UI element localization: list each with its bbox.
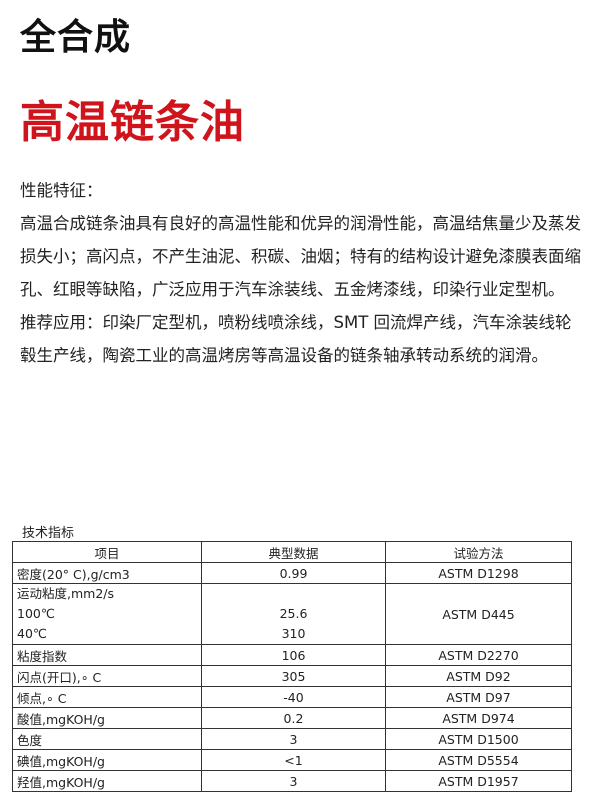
product-title: 高温链条油	[20, 97, 245, 148]
cell-item: 粘度指数	[12, 644, 202, 666]
viscosity-label: 运动粘度,mm2/s	[17, 586, 115, 601]
table-header-row: 项目 典型数据 试验方法	[12, 541, 572, 563]
cell-item: 运动粘度,mm2/s 100℃ 40℃	[12, 583, 202, 645]
features-heading: 性能特征：	[20, 181, 103, 200]
header-method: 试验方法	[385, 541, 572, 563]
table-row: 羟值,mgKOH/g 3 ASTM D1957	[12, 770, 572, 792]
cell-item: 色度	[12, 728, 202, 750]
table-row: 粘度指数 106 ASTM D2270	[12, 644, 572, 666]
cell-value: 106	[201, 644, 386, 666]
cell-value: 305	[201, 665, 386, 687]
table-row: 色度 3 ASTM D1500	[12, 728, 572, 750]
cell-item: 倾点,∘ C	[12, 686, 202, 708]
spec-table: 项目 典型数据 试验方法 密度(20° C),g/cm3 0.99 ASTM D…	[12, 541, 572, 792]
viscosity-100c-value: 25.6	[279, 606, 308, 621]
cell-method: ASTM D5554	[385, 749, 572, 771]
cell-method: ASTM D974	[385, 707, 572, 729]
cell-method: ASTM D2270	[385, 644, 572, 666]
table-row: 倾点,∘ C -40 ASTM D97	[12, 686, 572, 708]
table-row: 密度(20° C),g/cm3 0.99 ASTM D1298	[12, 562, 572, 584]
cell-method: ASTM D1298	[385, 562, 572, 584]
cell-item: 闪点(开口),∘ C	[12, 665, 202, 687]
cell-method: ASTM D1500	[385, 728, 572, 750]
spec-caption: 技术指标	[22, 526, 75, 541]
viscosity-40c-value: 310	[281, 626, 306, 641]
description: 性能特征： 高温合成链条油具有良好的高温性能和优异的润滑性能，高温结焦量少及蒸发…	[20, 174, 585, 372]
cell-method: ASTM D97	[385, 686, 572, 708]
features-text: 高温合成链条油具有良好的高温性能和优异的润滑性能，高温结焦量少及蒸发损失小；高闪…	[20, 214, 581, 299]
cell-method: ASTM D92	[385, 665, 572, 687]
applications-text: 推荐应用：印染厂定型机，喷粉线喷涂线，SMT 回流焊产线，汽车涂装线轮毂生产线，…	[20, 313, 572, 365]
cell-value: 3	[201, 770, 386, 792]
cell-value: <1	[201, 749, 386, 771]
cell-value: 3	[201, 728, 386, 750]
table-row: 闪点(开口),∘ C 305 ASTM D92	[12, 665, 572, 687]
cell-item: 羟值,mgKOH/g	[12, 770, 202, 792]
table-row: 酸值,mgKOH/g 0.2 ASTM D974	[12, 707, 572, 729]
viscosity-100c: 100℃	[17, 606, 55, 621]
title-line1: 全合成	[20, 17, 132, 58]
viscosity-40c: 40℃	[17, 626, 47, 641]
cell-value: -40	[201, 686, 386, 708]
cell-item: 酸值,mgKOH/g	[12, 707, 202, 729]
cell-value: 0.99	[201, 562, 386, 584]
table-row-viscosity: 运动粘度,mm2/s 100℃ 40℃ 25.6 310 ASTM D445	[12, 583, 572, 645]
header-value: 典型数据	[201, 541, 386, 563]
cell-value: 25.6 310	[201, 583, 386, 645]
cell-item: 密度(20° C),g/cm3	[12, 562, 202, 584]
cell-method: ASTM D445	[385, 583, 572, 645]
cell-item: 碘值,mgKOH/g	[12, 749, 202, 771]
cell-method: ASTM D1957	[385, 770, 572, 792]
header-item: 项目	[12, 541, 202, 563]
cell-value: 0.2	[201, 707, 386, 729]
table-row: 碘值,mgKOH/g <1 ASTM D5554	[12, 749, 572, 771]
